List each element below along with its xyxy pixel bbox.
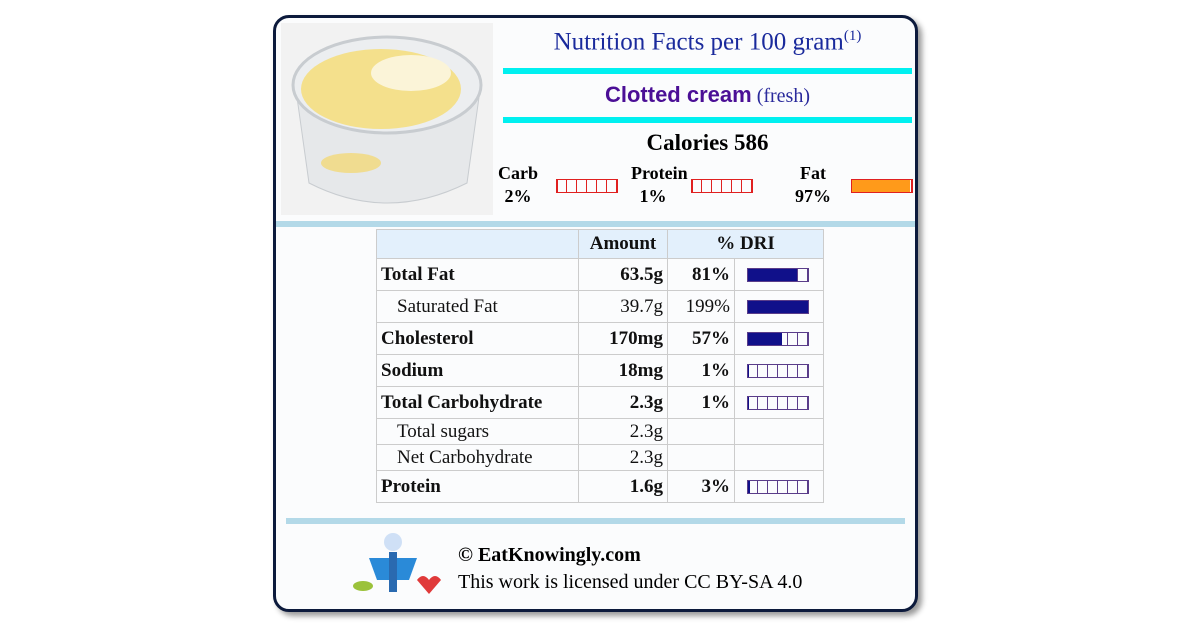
copyright: © EatKnowingly.com [458,544,641,566]
pct-bar-fill [852,180,911,192]
nutrient-dri: 199% [667,290,735,323]
pct-bar [747,480,809,494]
nutrient-dri: 1% [667,386,735,419]
dri-bar-cell [734,386,824,419]
nutrient-row: Protein 1.6g 3% [376,470,824,503]
license: This work is licensed under CC BY-SA 4.0 [458,571,803,593]
pct-bar [747,396,809,410]
calories: Calories 586 [503,130,912,156]
dri-bar-cell [734,290,824,323]
dri-bar-cell [734,322,824,355]
nutrient-row: Sodium 18mg 1% [376,354,824,387]
nutrient-name: Total Fat [376,258,579,291]
nutrient-row: Cholesterol 170mg 57% [376,322,824,355]
dri-bar-cell [734,418,824,445]
dri-bar-cell [734,470,824,503]
nutrient-dri: 57% [667,322,735,355]
nutrient-dri [667,444,735,471]
pct-bar-fill [557,180,559,192]
nutrient-row: Total Carbohydrate 2.3g 1% [376,386,824,419]
separator [276,221,915,227]
pct-bar-fill [748,269,797,281]
pct-bar [747,300,809,314]
nutrient-dri: 3% [667,470,735,503]
pct-bar-fill [748,333,783,345]
macro-pct: 2% [504,186,532,206]
nutrient-row: Saturated Fat 39.7g 199% [376,290,824,323]
pct-bar [691,179,753,193]
header-cell: Amount [578,229,668,259]
pct-bar-fill [692,180,693,192]
nutrient-name: Protein [376,470,579,503]
pct-bar [747,364,809,378]
nutrient-table: Amount% DRI Total Fat 63.5g 81% Saturated Fa… [376,229,824,503]
nutrient-amount: 39.7g [578,290,668,323]
logo [353,533,441,594]
calories-value: 586 [734,130,769,155]
pct-bar [747,332,809,346]
nutrient-amount: 170mg [578,322,668,355]
divider [503,117,912,123]
food: Clotted cream (fresh) [503,82,912,108]
nutrient-name: Total sugars [376,418,579,445]
dri-bar-cell [734,444,824,471]
macro-pct: 1% [639,186,667,206]
header-cell [376,229,579,259]
nutrient-amount: 2.3g [578,418,668,445]
nutrient-dri: 81% [667,258,735,291]
nutrient-name: Total Carbohydrate [376,386,579,419]
nutrient-dri [667,418,735,445]
calories-label: Calories [646,130,729,155]
food-note: (fresh) [756,85,811,107]
footnote-mark: (1) [843,28,862,44]
pct-bar-fill [748,397,749,409]
divider [503,68,912,74]
pct-bar [747,268,809,282]
nutrient-amount: 18mg [578,354,668,387]
nutrient-name: Saturated Fat [376,290,579,323]
title: Nutrition Facts per 100 gram(1) [503,28,912,56]
title-text: Nutrition Facts per 100 gram [553,28,844,56]
pct-bar-fill [748,365,749,377]
pct-bar [851,179,913,193]
pct-bar [556,179,618,193]
pct-bar-fill [748,481,750,493]
food-name: Clotted cream [604,82,752,107]
nutrient-amount: 1.6g [578,470,668,503]
macro-pct: 97% [795,186,831,206]
pct-bar-fill [748,301,808,313]
header-row: Amount% DRI [376,229,824,259]
nutrient-name: Net Carbohydrate [376,444,579,471]
macro-label: Fat [800,163,826,183]
food-image [281,23,493,215]
nutrient-amount: 2.3g [578,444,668,471]
separator [286,518,905,524]
dri-bar-cell [734,354,824,387]
header-cell: % DRI [667,229,824,259]
nutrient-name: Sodium [376,354,579,387]
nutrient-amount: 2.3g [578,386,668,419]
nutrient-name: Cholesterol [376,322,579,355]
nutrient-dri: 1% [667,354,735,387]
dri-bar-cell [734,258,824,291]
nutrient-row: Net Carbohydrate 2.3g [376,444,824,471]
nutrient-row: Total Fat 63.5g 81% [376,258,824,291]
macro-label: Carb [498,163,538,183]
macro-label: Protein [631,163,688,183]
nutrition-card: Nutrition Facts per 100 gram(1) Clotted … [273,15,918,612]
nutrient-row: Total sugars 2.3g [376,418,824,445]
nutrient-amount: 63.5g [578,258,668,291]
